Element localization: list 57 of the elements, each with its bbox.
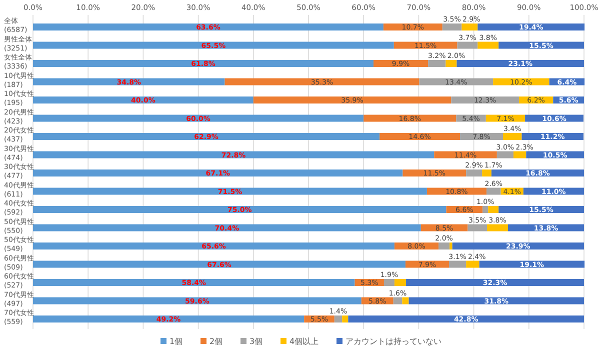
bar [364, 114, 456, 122]
bar [33, 242, 394, 250]
bar [33, 24, 384, 30]
bar [334, 316, 342, 322]
bar [394, 279, 406, 286]
bar [478, 42, 499, 49]
bar [482, 206, 488, 213]
bar [442, 24, 462, 30]
bar [33, 279, 355, 286]
bar [468, 224, 488, 232]
bar [457, 42, 478, 49]
bar [428, 60, 446, 67]
legend-label: 4個以上 [290, 337, 319, 346]
bar [452, 242, 584, 250]
bar [33, 188, 427, 195]
bar [462, 24, 478, 30]
bar [33, 133, 380, 140]
bar [408, 297, 584, 304]
bar [406, 279, 584, 286]
bar [33, 60, 374, 67]
bar [33, 151, 434, 158]
bar [486, 188, 501, 195]
bar [393, 297, 402, 304]
legend-label: アカウントは持っていない [346, 337, 442, 346]
bar [482, 170, 492, 176]
bar [253, 96, 452, 104]
legend-label: 3個 [250, 337, 263, 346]
bar [33, 316, 304, 322]
bar [450, 242, 452, 250]
bar [496, 151, 514, 158]
bar [384, 279, 394, 286]
bar [33, 224, 421, 232]
bar [446, 60, 457, 67]
bar [487, 224, 508, 232]
bar [33, 42, 394, 49]
bar [466, 260, 480, 268]
bar [33, 260, 406, 268]
bar [342, 316, 348, 322]
bar [466, 170, 482, 176]
bar [513, 151, 526, 158]
bar [33, 78, 225, 86]
legend-label: 1個 [170, 337, 183, 346]
bar [456, 60, 584, 67]
legend-label: 2個 [210, 337, 223, 346]
bar [402, 297, 409, 304]
bar [438, 242, 450, 250]
bar [33, 96, 254, 104]
bar [33, 206, 446, 213]
bar [224, 78, 420, 86]
bar [488, 206, 499, 213]
bar [348, 316, 584, 322]
bar [33, 170, 403, 176]
bar [33, 297, 362, 304]
bar [449, 260, 466, 268]
bar [33, 114, 364, 122]
bar [503, 133, 522, 140]
bar [479, 260, 585, 268]
